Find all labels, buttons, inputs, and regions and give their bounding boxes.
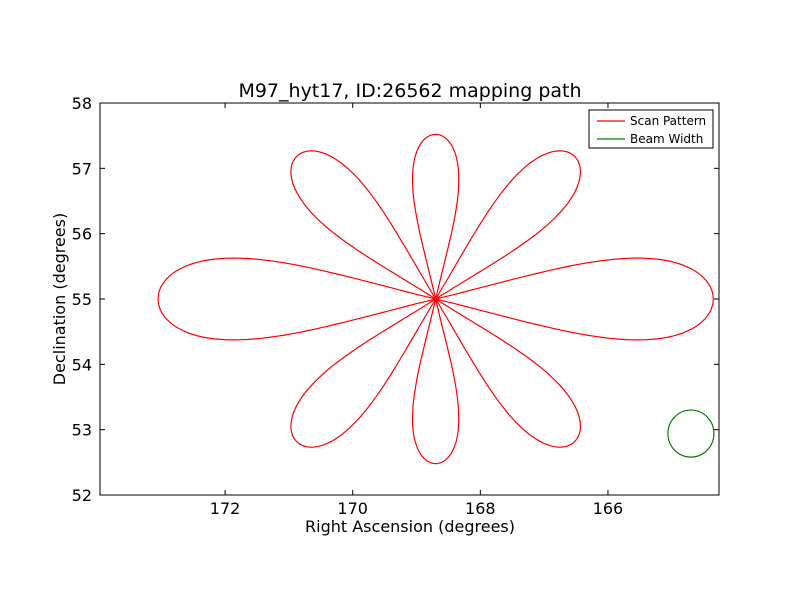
x-tick-label: 172 (210, 499, 241, 518)
scan-pattern-petal (411, 133, 460, 300)
y-axis-ticks: 52 53 54 55 56 57 58 (72, 94, 719, 505)
x-tick-label: 168 (465, 499, 496, 518)
scan-pattern-petal (157, 257, 436, 341)
legend-beam-label: Beam Width (630, 132, 703, 146)
scan-pattern-petal (411, 298, 460, 465)
y-tick-label: 56 (72, 225, 92, 244)
y-axis-label: Declination (degrees) (50, 213, 69, 385)
plot-frame (99, 102, 720, 496)
scan-pattern-petal (435, 150, 582, 300)
y-tick-label: 58 (72, 94, 92, 113)
chart-title: M97_hyt17, ID:26562 mapping path (238, 80, 581, 102)
legend-scan-label: Scan Pattern (630, 114, 706, 128)
y-tick-label: 55 (72, 290, 92, 309)
beam-width-circle (667, 409, 715, 458)
y-tick-label: 53 (72, 421, 92, 440)
legend: Scan Pattern Beam Width (588, 109, 714, 149)
series-layer (157, 133, 715, 465)
scan-pattern-petal (290, 150, 437, 300)
y-tick-label: 52 (72, 486, 92, 505)
legend-box (588, 109, 714, 149)
x-axis-ticks: 172 170 168 166 (210, 103, 623, 518)
scan-pattern-petal (290, 298, 437, 448)
y-tick-label: 57 (72, 159, 92, 178)
y-tick-label: 54 (72, 355, 92, 374)
x-axis-label: Right Ascension (degrees) (305, 517, 515, 536)
x-tick-label: 170 (337, 499, 368, 518)
plot-area (99, 102, 720, 496)
x-tick-label: 166 (593, 499, 624, 518)
scan-pattern-petal (435, 257, 714, 341)
scan-pattern-petal (435, 298, 582, 448)
